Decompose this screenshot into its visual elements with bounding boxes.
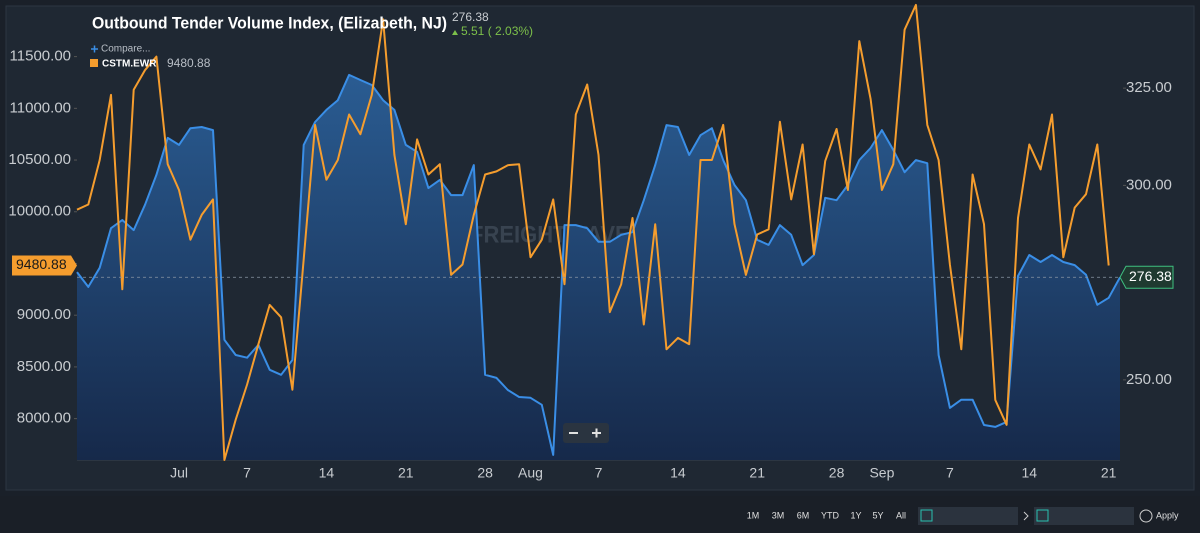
range-button[interactable]: YTD	[821, 510, 840, 520]
y-tick-label: 11000.00	[10, 99, 71, 116]
y2-tick-label: 325.00	[1126, 79, 1172, 96]
x-tick-label: 28	[829, 465, 845, 481]
calendar-icon[interactable]	[920, 509, 933, 522]
x-tick-label: 14	[319, 465, 335, 481]
last-value-box	[12, 255, 77, 276]
up-arrow	[452, 30, 458, 35]
x-tick-label: Aug	[518, 465, 543, 481]
toolbar	[0, 496, 1200, 533]
y2-tick-label: 250.00	[1126, 371, 1172, 388]
compare-button[interactable]: Compare...	[101, 44, 150, 55]
x-tick-label: 21	[749, 465, 765, 481]
range-arrow	[1023, 511, 1029, 521]
x-tick-label: Jul	[170, 465, 188, 481]
calendar-icon[interactable]	[1036, 509, 1049, 522]
last-value-label: 9480.88	[16, 256, 67, 272]
x-tick-label: 21	[398, 465, 414, 481]
header-change: 5.51 ( 2.03%)	[461, 24, 533, 38]
apply-button[interactable]: Apply	[1156, 510, 1179, 520]
series-line	[76, 3, 1110, 461]
x-tick-label: 14	[1022, 465, 1038, 481]
range-button[interactable]: 3M	[772, 510, 785, 520]
start-date-input[interactable]	[918, 507, 1018, 525]
x-tick-label: Sep	[869, 465, 894, 481]
y2-tick-label: 300.00	[1126, 176, 1172, 193]
y-tick-label: 9000.00	[17, 306, 71, 323]
header-value: 276.38	[452, 10, 489, 24]
apply-icon[interactable]	[1139, 509, 1153, 523]
x-tick-label: 7	[243, 465, 251, 481]
range-button[interactable]: 1Y	[850, 510, 861, 520]
last-value-label: 276.38	[1129, 268, 1172, 284]
zoom-controls	[563, 423, 609, 443]
chart-title: Outbound Tender Volume Index, (Elizabeth…	[92, 13, 447, 32]
legend-label: CSTM.EWR	[102, 59, 157, 70]
x-tick-label: 28	[477, 465, 493, 481]
series-line	[76, 73, 1121, 456]
compare-icon[interactable]	[91, 45, 98, 53]
range-button[interactable]: 6M	[797, 510, 810, 520]
x-tick-label: 21	[1101, 465, 1117, 481]
y-tick-label: 11500.00	[10, 48, 71, 65]
y-tick-label: 10000.00	[8, 203, 71, 220]
last-value-box	[1119, 265, 1174, 289]
end-date-input[interactable]	[1034, 507, 1134, 525]
legend-swatch	[90, 59, 98, 67]
range-button[interactable]: 1M	[747, 510, 760, 520]
zoom-in[interactable]	[592, 428, 601, 438]
x-tick-label: 7	[595, 465, 603, 481]
range-button[interactable]: 5Y	[872, 510, 883, 520]
series-area	[77, 74, 1120, 461]
y-tick-label: 8000.00	[17, 410, 71, 427]
x-tick-label: 7	[946, 465, 954, 481]
x-tick-label: 14	[670, 465, 686, 481]
range-button[interactable]: All	[896, 510, 906, 520]
y-tick-label: 10500.00	[8, 151, 71, 168]
y-tick-label: 8500.00	[17, 358, 71, 375]
legend-value: 9480.88	[167, 56, 211, 70]
